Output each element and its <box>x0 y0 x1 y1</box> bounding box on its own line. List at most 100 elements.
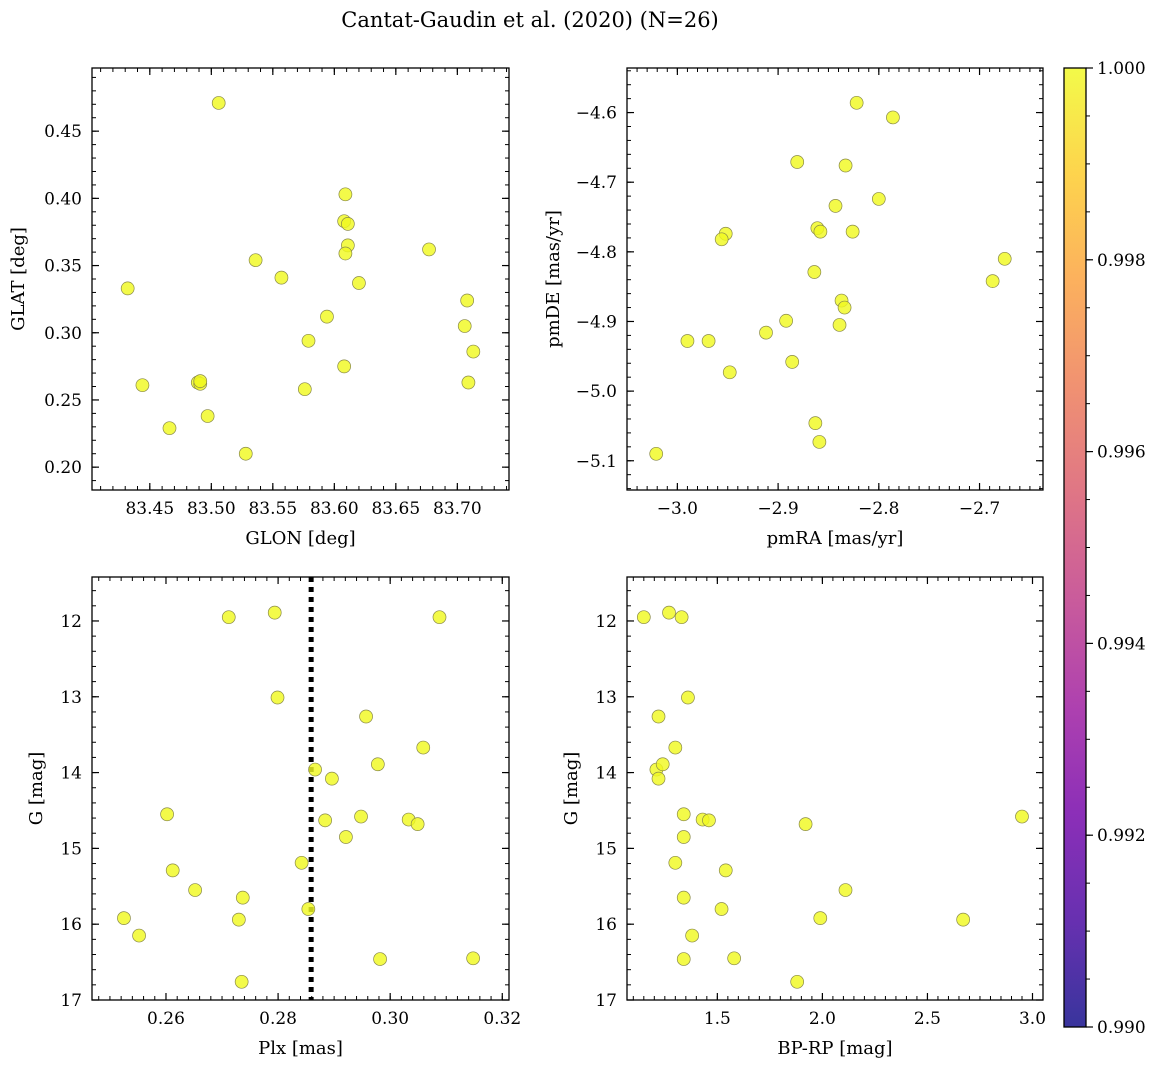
x-tick-label: 83.55 <box>248 499 297 519</box>
data-point <box>849 95 864 110</box>
x-tick-label: −3.0 <box>657 499 698 519</box>
data-point <box>676 830 691 844</box>
x-tick-label: −2.7 <box>959 499 1000 519</box>
panel-bottom-right: 1.5 2.0 2.5 3.0 12 13 14 15 16 17 BP-RP [mag] G [ma… <box>561 576 1046 1059</box>
data-point <box>871 192 886 206</box>
data-point <box>460 293 475 308</box>
y-tick-label: 0.45 <box>44 122 82 142</box>
data-point <box>828 199 843 213</box>
data-point <box>701 334 716 348</box>
y-tick-label: 0.30 <box>44 324 82 344</box>
data-point <box>270 690 285 705</box>
data-point <box>193 374 208 388</box>
x-tick-label: 0.30 <box>371 1009 409 1029</box>
data-point <box>790 974 805 989</box>
x-tick-label: 3.0 <box>1019 1009 1046 1029</box>
panel-top-right: −3.0 −2.9 −2.8 −2.7 −5.1 −5.0 −4.9 −4.8 −4.7 −4.6… <box>543 67 1044 549</box>
y-tick-label: −4.7 <box>576 173 617 193</box>
major-ticks <box>92 68 509 490</box>
data-point <box>354 809 368 824</box>
y-tick-label: 13 <box>60 688 82 708</box>
data-point <box>651 771 666 786</box>
x-tick-label: 83.50 <box>187 499 236 519</box>
data-point <box>718 863 733 878</box>
x-tick-label: 1.5 <box>704 1009 731 1029</box>
data-point <box>308 762 322 777</box>
data-point <box>466 951 480 966</box>
data-point <box>165 863 180 878</box>
x-tick-label: 83.45 <box>125 499 174 519</box>
data-point <box>234 974 249 989</box>
data-point <box>370 757 385 772</box>
data-point <box>685 928 699 943</box>
data-point <box>466 344 481 359</box>
colorbar-tick-label: 0.998 <box>1097 251 1146 271</box>
colorbar-tick-label: 0.992 <box>1097 826 1146 846</box>
data-point <box>432 610 447 625</box>
data-point <box>668 855 683 870</box>
data-point <box>267 605 282 620</box>
data-point <box>674 610 689 625</box>
major-ticks <box>92 577 509 1001</box>
data-point <box>135 378 150 393</box>
data-point <box>779 313 793 328</box>
data-point <box>231 912 246 927</box>
data-point <box>655 757 670 772</box>
data-point <box>457 319 472 333</box>
colorbar-tick-label: 0.990 <box>1097 1018 1146 1038</box>
data-point <box>714 232 729 247</box>
minor-ticks <box>626 68 1043 490</box>
data-point <box>676 952 691 966</box>
y-tick-label: −4.9 <box>576 312 617 332</box>
data-point <box>838 158 853 173</box>
data-point <box>702 813 716 828</box>
x-tick-label: −2.9 <box>757 499 798 519</box>
data-point <box>714 902 729 916</box>
y-tick-label: 0.20 <box>44 458 82 478</box>
x-axis-label: BP-RP [mag] <box>777 1038 892 1059</box>
data-point <box>886 110 900 125</box>
axes-frame <box>626 576 1044 1001</box>
colorbar-frame <box>1063 67 1087 1028</box>
minor-ticks <box>92 68 509 490</box>
colorbar: 0.990 0.992 0.994 0.996 0.998 1.000 <box>1063 59 1146 1038</box>
panel-bottom-left: 0.26 0.28 0.30 0.32 12 13 14 15 16 17 Plx [mas] G [… <box>26 576 521 1059</box>
y-axis-label: pmDE [mas/yr] <box>543 210 564 348</box>
data-point <box>813 224 828 239</box>
x-tick-label: 83.70 <box>433 499 482 519</box>
axes-frame <box>626 67 1044 491</box>
minor-ticks <box>92 577 509 1001</box>
data-point <box>188 883 202 897</box>
major-ticks <box>627 577 1043 1001</box>
data-point <box>160 807 174 822</box>
data-point <box>832 318 847 332</box>
data-point <box>120 281 135 296</box>
data-point <box>680 334 695 348</box>
data-point <box>837 300 852 315</box>
y-tick-label: 0.40 <box>44 189 82 209</box>
data-point <box>985 274 1000 288</box>
data-point <box>248 253 263 268</box>
data-point <box>211 96 226 110</box>
x-tick-label: 83.60 <box>310 499 359 519</box>
data-point <box>337 359 352 374</box>
data-point <box>294 855 309 870</box>
data-point <box>676 807 691 822</box>
y-tick-label: 12 <box>595 612 617 632</box>
data-point <box>410 817 425 831</box>
data-point <box>221 610 236 625</box>
colorbar-fill <box>1064 68 1086 1027</box>
y-tick-label: 16 <box>60 915 82 935</box>
data-point <box>341 217 355 231</box>
colorbar-tick-label: 0.994 <box>1097 634 1146 654</box>
data-point <box>325 771 339 786</box>
data-point <box>807 265 822 279</box>
scatter-points <box>649 95 1012 461</box>
x-tick-label: 2.5 <box>914 1009 941 1029</box>
data-point <box>649 446 664 461</box>
x-tick-label: −2.8 <box>858 499 899 519</box>
data-point <box>422 242 436 257</box>
y-tick-label: 17 <box>60 991 82 1011</box>
data-point <box>759 325 773 340</box>
